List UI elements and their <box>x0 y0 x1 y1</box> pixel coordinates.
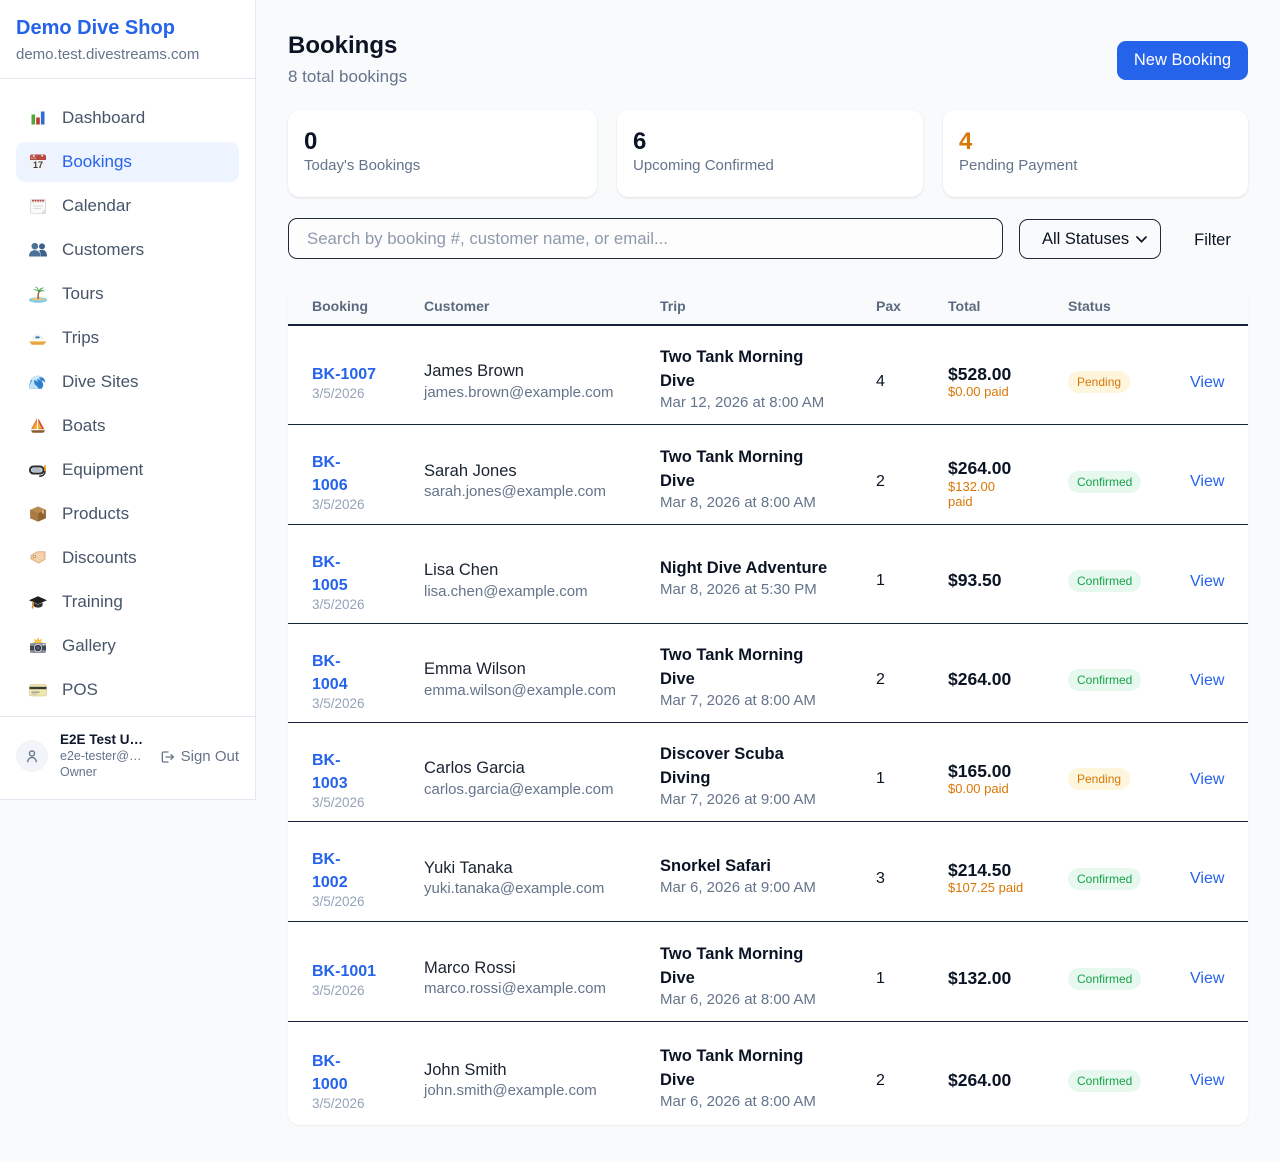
svg-text:17: 17 <box>33 160 43 170</box>
svg-text:JUL: JUL <box>30 156 36 160</box>
